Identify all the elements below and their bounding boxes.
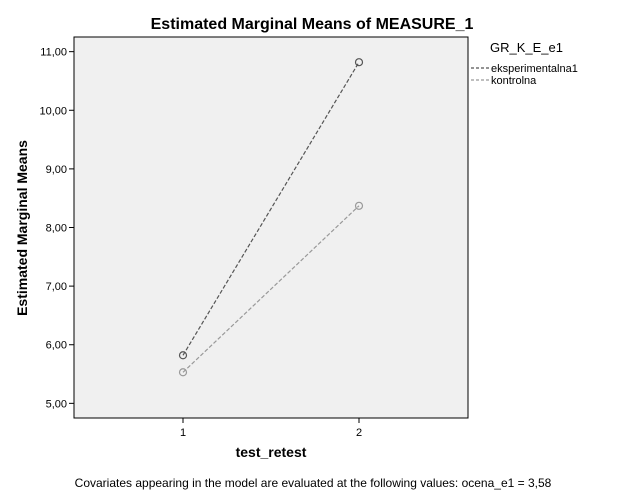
y-axis: 5,00 6,00 7,00 8,00 9,00 10,00 11,00 [39,47,74,410]
y-tick-label: 10,00 [39,105,67,117]
data-point [354,201,364,210]
x-tick-label: 2 [356,427,362,439]
series-line-kontrolna [182,205,360,373]
y-tick-label: 8,00 [46,223,67,235]
legend-item-label: eksperimentalna1 [491,63,578,75]
data-point [178,368,188,377]
legend-title: GR_K_E_e1 [490,40,563,55]
plot-area [73,36,469,419]
series-layer [178,58,364,377]
legend-item-label: kontrolna [491,75,537,87]
y-tick-label: 11,00 [40,47,67,59]
y-tick-label: 9,00 [46,164,67,176]
y-tick-label: 6,00 [46,340,67,352]
series-line-eksperimentalna1 [182,61,360,356]
data-point [354,58,364,67]
chart-title: Estimated Marginal Means of MEASURE_1 [151,16,474,33]
data-point [178,351,188,360]
y-tick-label: 7,00 [46,281,67,293]
x-tick-label: 1 [180,427,186,439]
y-axis-label: Estimated Marginal Means [14,140,30,316]
x-axis-label: test_retest [236,444,307,460]
y-tick-label: 5,00 [46,398,67,410]
footnote: Covariates appearing in the model are ev… [75,476,552,490]
